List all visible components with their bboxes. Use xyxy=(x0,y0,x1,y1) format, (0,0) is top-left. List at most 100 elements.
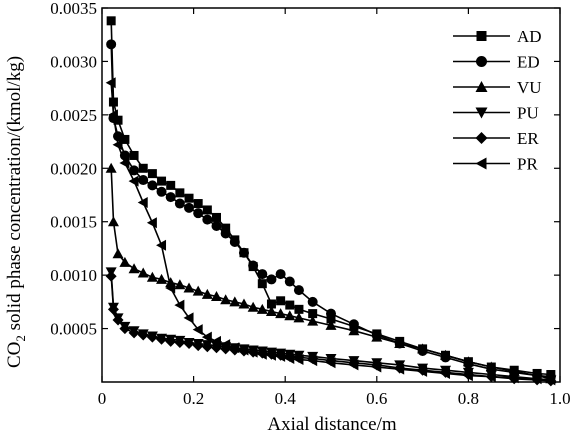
data-point-er xyxy=(183,338,195,350)
data-point-pr xyxy=(183,312,194,324)
data-point-ed xyxy=(129,165,140,176)
data-point-er xyxy=(112,314,124,326)
data-point-vu xyxy=(107,216,119,227)
y-axis-title-prefix: CO xyxy=(4,342,25,368)
data-point-vu xyxy=(440,349,451,360)
data-point-ad xyxy=(193,199,203,209)
data-point-ed xyxy=(156,186,167,197)
data-point-ad xyxy=(212,212,221,222)
data-point-ad xyxy=(120,134,130,144)
y-tick-label: 0.0025 xyxy=(50,106,97,125)
legend-label-vu: VU xyxy=(517,78,542,97)
y-tick-label: 0.0005 xyxy=(50,320,97,339)
data-point-ed xyxy=(238,247,249,258)
data-point-pr xyxy=(256,348,267,360)
data-point-pr xyxy=(174,299,185,311)
y-axis-title: CO2 solid phase concentration/(kmol/kg) xyxy=(4,56,28,368)
data-point-ed xyxy=(211,220,222,231)
x-tick-label: 0.6 xyxy=(366,389,387,408)
data-point-vu xyxy=(220,294,232,305)
data-point-ad xyxy=(106,16,116,26)
data-point-vu xyxy=(462,356,474,367)
data-point-pr xyxy=(211,335,221,347)
data-point-vu xyxy=(247,301,259,312)
legend: AD ED VU PU ER PR xyxy=(453,27,542,174)
data-point-vu xyxy=(417,343,429,354)
data-point-pr xyxy=(156,239,167,251)
data-point-vu xyxy=(201,288,213,299)
data-point-ed xyxy=(202,214,213,225)
data-point-ed xyxy=(257,269,268,280)
data-point-ad xyxy=(113,115,123,125)
data-point-ad xyxy=(276,296,286,306)
series-line-pr xyxy=(110,82,551,381)
x-tick-label: 0.2 xyxy=(183,389,204,408)
data-point-ad xyxy=(108,97,118,107)
data-point-pr xyxy=(417,365,428,377)
y-tick-label: 0.0010 xyxy=(50,266,97,285)
data-point-pr xyxy=(371,361,382,373)
legend-marker-ed xyxy=(476,56,487,67)
data-point-ed xyxy=(248,260,259,271)
data-point-pr xyxy=(531,373,542,385)
data-point-vu xyxy=(293,312,305,323)
y-tick-label: 0.0030 xyxy=(50,52,97,71)
data-point-ed xyxy=(119,150,130,161)
data-point-pr xyxy=(325,357,336,369)
data-point-pr xyxy=(146,217,157,229)
data-point-ed xyxy=(174,198,185,209)
data-point-er xyxy=(156,333,168,345)
legend-label-pr: PR xyxy=(517,155,538,174)
data-point-vu xyxy=(275,308,287,319)
data-point-ed xyxy=(275,269,286,280)
legend-marker-pr xyxy=(475,157,487,170)
data-point-ed xyxy=(165,192,176,203)
data-point-pr xyxy=(119,157,130,169)
data-point-ed xyxy=(293,285,304,296)
data-point-ed xyxy=(220,228,231,239)
legend-marker-pu xyxy=(475,107,488,119)
data-point-ad xyxy=(147,169,157,179)
data-point-er xyxy=(192,340,204,352)
data-point-er xyxy=(107,303,119,315)
data-point-vu xyxy=(394,338,406,349)
data-point-ad xyxy=(285,300,295,310)
data-point-pr xyxy=(105,77,116,89)
data-point-vu xyxy=(112,248,124,259)
data-point-pr xyxy=(112,139,123,151)
x-axis-title: Axial distance/m xyxy=(267,414,396,435)
legend-marker-ad xyxy=(476,31,487,41)
y-tick-label: 0.0020 xyxy=(50,159,97,178)
data-point-vu xyxy=(183,282,195,293)
data-point-pr xyxy=(485,371,496,383)
data-point-vu xyxy=(119,256,131,267)
data-point-ed xyxy=(229,237,240,248)
data-point-ed xyxy=(266,274,277,285)
data-point-ed xyxy=(284,276,295,287)
plot-frame xyxy=(101,7,561,383)
data-point-ed xyxy=(307,296,318,307)
data-point-vu xyxy=(137,267,149,278)
x-tick-label: 1.0 xyxy=(549,389,570,408)
data-point-pr xyxy=(128,175,139,187)
data-point-pr xyxy=(508,372,519,384)
data-point-vu xyxy=(485,361,497,372)
data-point-pr xyxy=(275,350,286,362)
data-point-vu xyxy=(371,331,383,342)
data-point-pr xyxy=(293,354,304,366)
data-point-ed xyxy=(113,131,124,142)
data-point-pr xyxy=(247,346,258,358)
data-point-ed xyxy=(326,308,336,319)
data-point-vu xyxy=(348,325,360,336)
data-point-vu xyxy=(146,271,158,282)
legend-label-er: ER xyxy=(517,129,539,148)
legend-label-ad: AD xyxy=(517,27,542,46)
data-point-pr xyxy=(201,331,212,343)
y-axis-title-rest: solid phase concentration/(kmol/kg) xyxy=(4,56,25,335)
x-tick-label: 0 xyxy=(98,389,107,408)
data-point-pr xyxy=(394,363,405,375)
y-tick-label: 0.0035 xyxy=(50,0,97,18)
data-point-ad xyxy=(326,314,336,324)
data-point-vu xyxy=(256,303,268,314)
data-point-ad xyxy=(266,299,276,309)
